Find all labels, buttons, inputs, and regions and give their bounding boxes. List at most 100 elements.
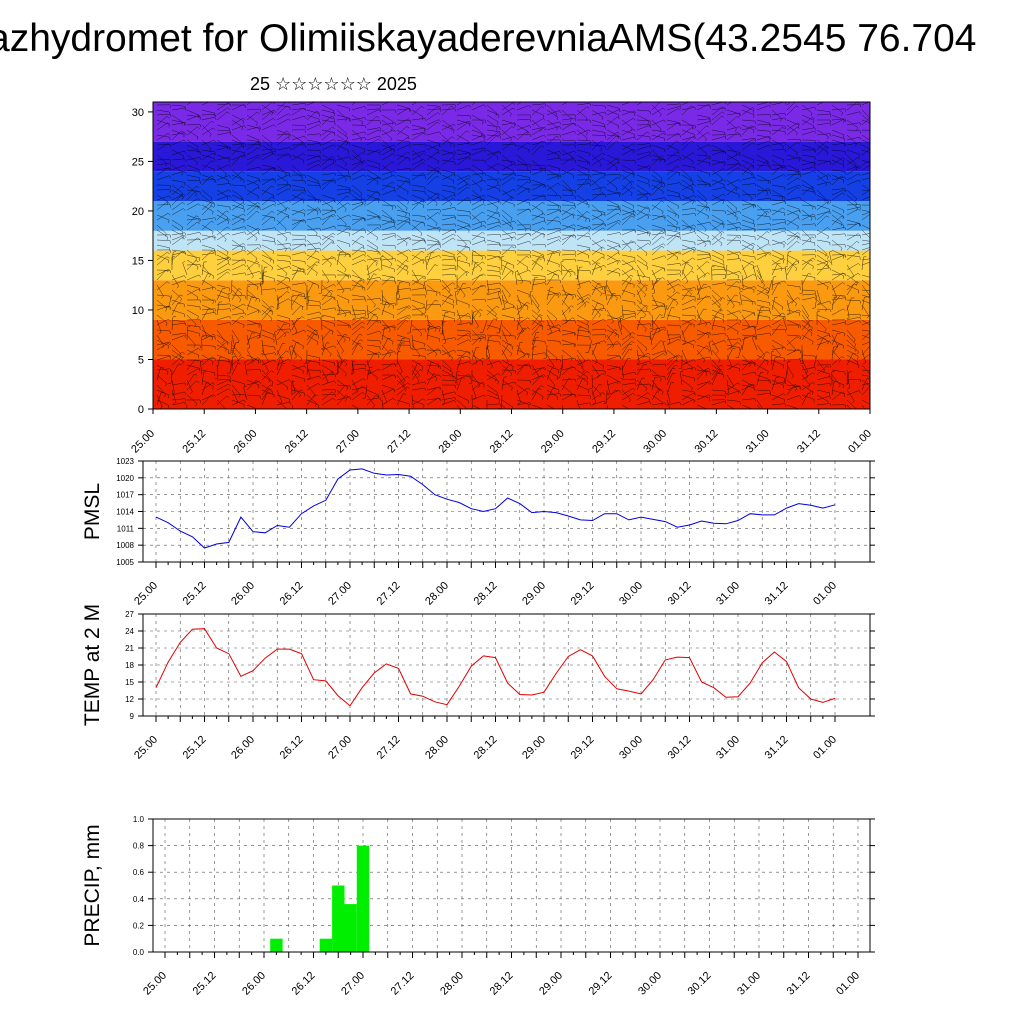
barb-shaft: [306, 359, 320, 364]
barb-flag: [643, 294, 646, 298]
color-band: [153, 201, 870, 231]
barb-shaft: [786, 309, 800, 314]
barb-flag: [663, 328, 666, 332]
barb-flag: [844, 108, 847, 112]
barb-shaft: [201, 175, 212, 186]
barb-flag: [754, 194, 757, 198]
barb-flag: [289, 155, 292, 159]
barb-flag: [633, 229, 637, 233]
barb-shaft: [486, 354, 493, 367]
barb-shaft: [486, 221, 500, 226]
barb-flag: [334, 307, 337, 311]
barb-flag: [193, 344, 196, 348]
barb-flag: [287, 277, 290, 280]
barb-flag: [510, 237, 513, 241]
barb-shaft: [636, 349, 640, 363]
barb-flag: [243, 264, 246, 267]
barb-shaft: [756, 119, 770, 124]
barb-flag: [512, 102, 516, 105]
barb-shaft: [381, 139, 392, 149]
barb-shaft: [606, 254, 619, 262]
barb-shaft: [246, 154, 260, 161]
barb-shaft: [591, 223, 604, 231]
barb-flag: [496, 305, 500, 308]
barb-flag: [214, 217, 217, 221]
barb-shaft: [456, 351, 468, 361]
barb-shaft: [606, 289, 618, 298]
barb-shaft: [756, 105, 770, 111]
barb-shaft: [771, 142, 785, 146]
barb-shaft: [261, 288, 275, 291]
barb-flag: [679, 103, 682, 107]
barb-flag: [422, 132, 426, 136]
barb-shaft: [666, 144, 679, 151]
barb-shaft: [276, 215, 287, 226]
barb-flag: [769, 180, 771, 184]
barb-shaft: [441, 337, 455, 341]
barb-shaft: [291, 209, 304, 216]
barb-shaft: [681, 239, 695, 243]
barb-flag: [720, 178, 723, 182]
barb-shaft: [486, 199, 498, 208]
barb-shaft: [276, 294, 280, 308]
barb-flag: [271, 112, 273, 116]
barb-flag: [180, 298, 182, 302]
barb-shaft: [606, 267, 619, 276]
barb-shaft: [441, 149, 455, 155]
barb-shaft: [246, 124, 260, 129]
barb-shaft: [741, 165, 752, 176]
barb-shaft: [231, 174, 245, 181]
barb-flag: [827, 201, 829, 205]
barb-shaft: [231, 213, 244, 221]
barb-flag: [388, 354, 392, 358]
barb-shaft: [636, 344, 645, 356]
barb-flag: [858, 233, 861, 236]
barb-shaft: [771, 129, 785, 132]
barb-flag: [604, 111, 607, 115]
barb-flag: [379, 352, 382, 356]
barb-flag: [228, 263, 231, 266]
barb-shaft: [636, 254, 648, 264]
barb-flag: [574, 118, 577, 122]
barb-flag: [826, 215, 830, 218]
barb-shaft: [516, 259, 528, 268]
barb-shaft: [621, 136, 635, 141]
barb-flag: [528, 98, 530, 100]
barb-shaft: [486, 290, 500, 296]
barb-shaft: [471, 189, 482, 199]
barb-shaft: [351, 129, 362, 139]
barb-shaft: [741, 125, 752, 136]
barb-flag: [557, 175, 559, 180]
barb-shaft: [561, 249, 576, 251]
barb-shaft: [816, 174, 827, 184]
barb-shaft: [621, 259, 633, 268]
barb-flag: [380, 302, 383, 305]
barb-shaft: [696, 221, 710, 226]
barb-shaft: [201, 205, 212, 216]
barb-shaft: [546, 121, 560, 126]
barb-flag: [678, 215, 680, 219]
barb-flag: [797, 97, 799, 99]
barb-shaft: [771, 241, 785, 246]
barb-flag: [873, 188, 875, 190]
barb-flag: [376, 190, 380, 193]
barb-shaft: [711, 214, 724, 222]
barb-shaft: [681, 257, 693, 266]
barb-flag: [274, 352, 277, 356]
barb-flag: [685, 281, 689, 284]
barb-shaft: [351, 152, 363, 161]
barb-flag: [810, 332, 813, 336]
barb-flag: [692, 126, 695, 130]
barb-shaft: [291, 141, 303, 151]
barb-flag: [439, 108, 442, 112]
barb-flag: [345, 363, 348, 367]
barb-flag: [812, 117, 815, 120]
barb-flag: [587, 297, 591, 300]
barb-flag: [769, 209, 772, 212]
barb-shaft: [321, 290, 331, 301]
barb-flag: [722, 277, 726, 279]
barb-flag: [558, 324, 561, 328]
barb-shaft: [561, 354, 563, 369]
barb-shaft: [516, 233, 529, 241]
barb-flag: [259, 277, 263, 280]
